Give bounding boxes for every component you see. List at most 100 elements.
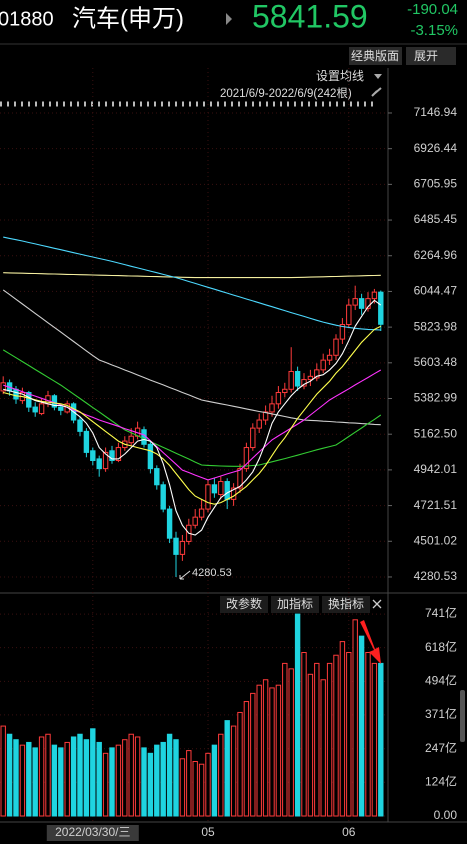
ma-line xyxy=(3,236,381,331)
volume-bar xyxy=(13,739,19,817)
candle-body xyxy=(339,324,346,340)
ma-settings[interactable]: 设置均线 xyxy=(316,69,364,83)
x-tick-label: 06 xyxy=(342,825,356,839)
y-tick-label: 6485.45 xyxy=(414,212,458,226)
volume-bar xyxy=(166,733,173,817)
volume-bar xyxy=(333,654,339,817)
candle-body xyxy=(26,392,32,408)
volume-bar xyxy=(288,668,294,817)
volume-bar xyxy=(154,744,160,817)
candle-body xyxy=(288,370,294,390)
candle-body xyxy=(358,298,365,309)
candle-body xyxy=(32,406,38,413)
volume-bar xyxy=(230,725,237,817)
y-tick-label: 6044.47 xyxy=(414,284,458,298)
volume-bar xyxy=(256,684,262,817)
candle-body xyxy=(128,435,134,444)
candle-body xyxy=(352,298,358,306)
dropdown-icon xyxy=(374,74,382,79)
x-tick-label: 2022/03/30/三 xyxy=(55,825,130,839)
candle-body xyxy=(0,382,6,392)
volume-bar xyxy=(173,739,179,817)
expand-button[interactable] xyxy=(406,47,456,65)
change: -190.04 xyxy=(407,1,458,18)
volume-bar xyxy=(352,619,358,817)
candle-body xyxy=(115,447,122,462)
candle-body xyxy=(218,481,224,495)
candle-body xyxy=(211,484,218,494)
volume-bar xyxy=(77,733,83,817)
low-label: 4280.53 xyxy=(192,567,232,579)
volume-bar xyxy=(102,752,109,817)
volume-bar xyxy=(70,736,77,817)
volume-bar xyxy=(58,747,64,817)
volume-bar xyxy=(326,662,333,817)
candle-body xyxy=(13,388,19,400)
y-tick-label: 124亿 xyxy=(425,773,457,788)
candle-body xyxy=(192,516,198,526)
candle-body xyxy=(269,403,275,413)
volume-bar xyxy=(198,763,205,817)
candle-body xyxy=(314,369,320,379)
expand-arrow[interactable] xyxy=(226,13,232,25)
volume-bar xyxy=(128,733,134,817)
y-tick-label: 4280.53 xyxy=(414,569,458,583)
volume-bar xyxy=(275,684,282,817)
volume-bar xyxy=(218,733,224,817)
volume-bar xyxy=(358,635,365,817)
volume-bar xyxy=(96,741,102,817)
volume-bar xyxy=(26,741,32,817)
candle-body xyxy=(160,484,166,510)
close-icon[interactable] xyxy=(372,599,382,609)
candle-body xyxy=(77,419,83,432)
candle-body xyxy=(83,430,90,453)
candle-body xyxy=(237,468,243,489)
candle-body xyxy=(102,451,109,470)
candle-body xyxy=(256,419,262,429)
ma-line xyxy=(3,325,382,505)
volume-bar xyxy=(6,733,13,817)
layout-button[interactable] xyxy=(349,47,402,65)
volume-bar xyxy=(179,758,186,817)
volume-bar xyxy=(262,679,269,817)
y-tick-label: 618亿 xyxy=(425,639,457,654)
volume-bar xyxy=(83,739,90,817)
param-button[interactable] xyxy=(220,596,268,613)
y-tick-label: 5162.50 xyxy=(414,426,458,440)
scrollbar[interactable] xyxy=(460,690,465,742)
y-tick-label: 371亿 xyxy=(425,706,457,721)
candle-body xyxy=(307,375,314,381)
candle-body xyxy=(326,354,333,361)
volume-bar xyxy=(45,733,51,817)
volume-bar xyxy=(160,741,166,817)
candle-body xyxy=(109,450,115,462)
volume-bar xyxy=(294,613,301,817)
volume-bar xyxy=(320,679,326,817)
price: 5841.59 xyxy=(252,0,368,34)
volume-bar xyxy=(134,736,141,817)
x-tick-label: 05 xyxy=(201,825,215,839)
volume-bar xyxy=(115,744,122,817)
candle-body xyxy=(378,291,384,325)
candle-body xyxy=(173,537,179,555)
ma-line xyxy=(3,299,382,536)
volume-bar xyxy=(141,747,147,817)
ma-line xyxy=(2,289,381,426)
candle-body xyxy=(365,298,371,309)
candle-body xyxy=(147,443,154,470)
candle-body xyxy=(282,388,288,394)
add-indicator-button[interactable] xyxy=(271,596,319,613)
volume-bar xyxy=(38,736,45,817)
expand-label: 展开 xyxy=(414,49,438,63)
stock-name: 汽车(申万) xyxy=(72,5,184,32)
pin-icon[interactable] xyxy=(371,87,382,97)
volume-bar xyxy=(314,662,320,817)
volume-bar xyxy=(365,652,371,817)
candle-body xyxy=(333,338,339,356)
candle-body xyxy=(96,458,102,470)
candle-body xyxy=(58,406,64,411)
red-arrow xyxy=(360,620,381,664)
volume-bar xyxy=(51,744,58,817)
switch-indicator-button[interactable] xyxy=(322,596,370,613)
